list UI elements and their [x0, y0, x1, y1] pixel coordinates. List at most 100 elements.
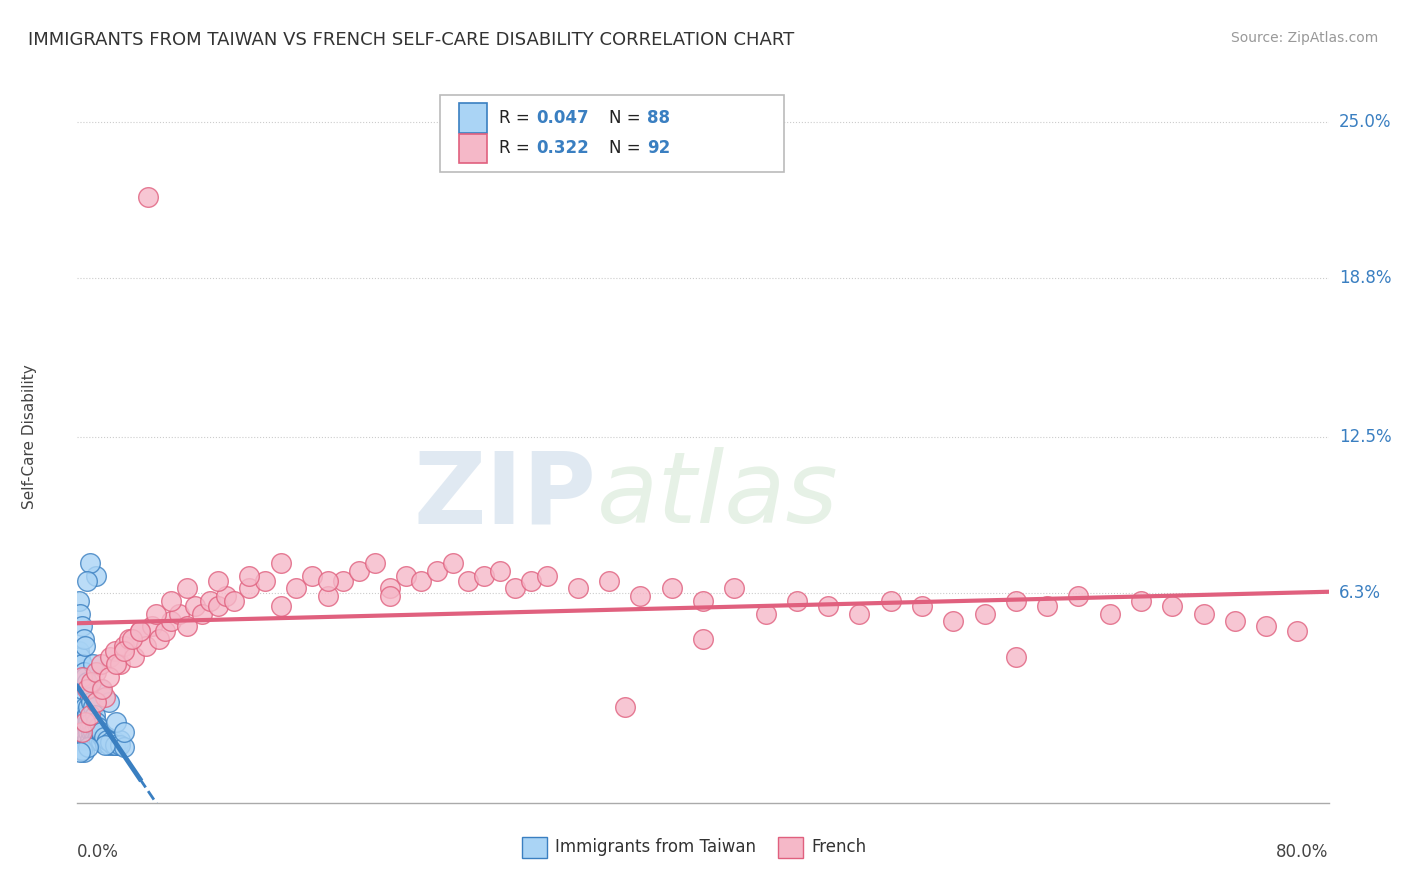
Point — [79, 732, 101, 747]
Point — [754, 607, 776, 621]
Text: 18.8%: 18.8% — [1339, 269, 1391, 287]
Point — [84, 715, 107, 730]
Point — [76, 574, 98, 588]
Point — [72, 720, 94, 734]
Point — [67, 682, 90, 697]
Point — [112, 640, 135, 654]
Point — [176, 582, 198, 596]
Point — [70, 743, 93, 757]
Point — [98, 732, 121, 747]
Point — [84, 732, 107, 747]
Point — [90, 682, 112, 697]
Point — [94, 690, 117, 704]
Text: ZIP: ZIP — [413, 447, 596, 544]
Point — [70, 725, 93, 739]
FancyBboxPatch shape — [778, 838, 803, 858]
Point — [118, 632, 141, 646]
Point — [316, 589, 339, 603]
Point — [911, 599, 934, 613]
Text: R =: R = — [499, 109, 536, 127]
Point — [83, 730, 105, 744]
Point — [222, 594, 245, 608]
Point — [153, 624, 176, 639]
Point — [723, 582, 745, 596]
Point — [108, 657, 131, 671]
Point — [630, 589, 652, 603]
Point — [536, 569, 558, 583]
Point — [121, 632, 143, 646]
Point — [98, 649, 121, 664]
Point — [207, 574, 229, 588]
Point — [1004, 594, 1026, 608]
Text: 6.3%: 6.3% — [1339, 584, 1381, 602]
Point — [67, 594, 90, 608]
Point — [69, 700, 91, 714]
Point — [129, 624, 152, 639]
Point — [238, 569, 260, 583]
Point — [505, 582, 527, 596]
Point — [122, 649, 145, 664]
Point — [76, 707, 98, 722]
Point — [129, 624, 152, 639]
Text: 0.0%: 0.0% — [77, 843, 120, 861]
Point — [97, 695, 120, 709]
Point — [692, 594, 714, 608]
Text: 12.5%: 12.5% — [1339, 428, 1392, 446]
Point — [90, 657, 112, 671]
Point — [77, 682, 100, 697]
Point — [69, 745, 91, 759]
Point — [80, 715, 103, 730]
Point — [141, 619, 163, 633]
Point — [108, 732, 131, 747]
Point — [347, 564, 370, 578]
Point — [79, 690, 101, 704]
Point — [72, 745, 94, 759]
Text: Source: ZipAtlas.com: Source: ZipAtlas.com — [1230, 31, 1378, 45]
Point — [67, 695, 90, 709]
Point — [69, 715, 91, 730]
Point — [207, 599, 229, 613]
Point — [79, 720, 101, 734]
Point — [67, 670, 90, 684]
Point — [70, 725, 93, 739]
Point — [880, 594, 903, 608]
Text: 0.047: 0.047 — [537, 109, 589, 127]
Point — [70, 670, 93, 684]
Text: IMMIGRANTS FROM TAIWAN VS FRENCH SELF-CARE DISABILITY CORRELATION CHART: IMMIGRANTS FROM TAIWAN VS FRENCH SELF-CA… — [28, 31, 794, 49]
Point — [395, 569, 418, 583]
Point — [94, 738, 117, 752]
Point — [301, 569, 323, 583]
Text: French: French — [811, 838, 868, 855]
Point — [86, 725, 108, 739]
Point — [72, 707, 94, 722]
Point — [160, 594, 183, 608]
Point — [67, 707, 90, 722]
Point — [598, 574, 620, 588]
Point — [136, 190, 159, 204]
Point — [380, 582, 402, 596]
Point — [520, 574, 543, 588]
Point — [82, 732, 104, 747]
Point — [108, 738, 131, 752]
Point — [80, 695, 103, 709]
Point — [200, 594, 222, 608]
Point — [613, 700, 636, 714]
Point — [70, 682, 93, 697]
Point — [1161, 599, 1184, 613]
Point — [112, 644, 135, 658]
Point — [238, 582, 260, 596]
Point — [93, 732, 115, 747]
Point — [84, 695, 107, 709]
Text: N =: N = — [609, 139, 645, 158]
Point — [817, 599, 839, 613]
Text: N =: N = — [609, 109, 645, 127]
Point — [80, 674, 103, 689]
Point — [1036, 599, 1059, 613]
Point — [270, 599, 292, 613]
Point — [96, 730, 118, 744]
Point — [176, 619, 198, 633]
Point — [380, 589, 402, 603]
Text: 25.0%: 25.0% — [1339, 112, 1391, 131]
Point — [1067, 589, 1090, 603]
Point — [70, 619, 93, 633]
